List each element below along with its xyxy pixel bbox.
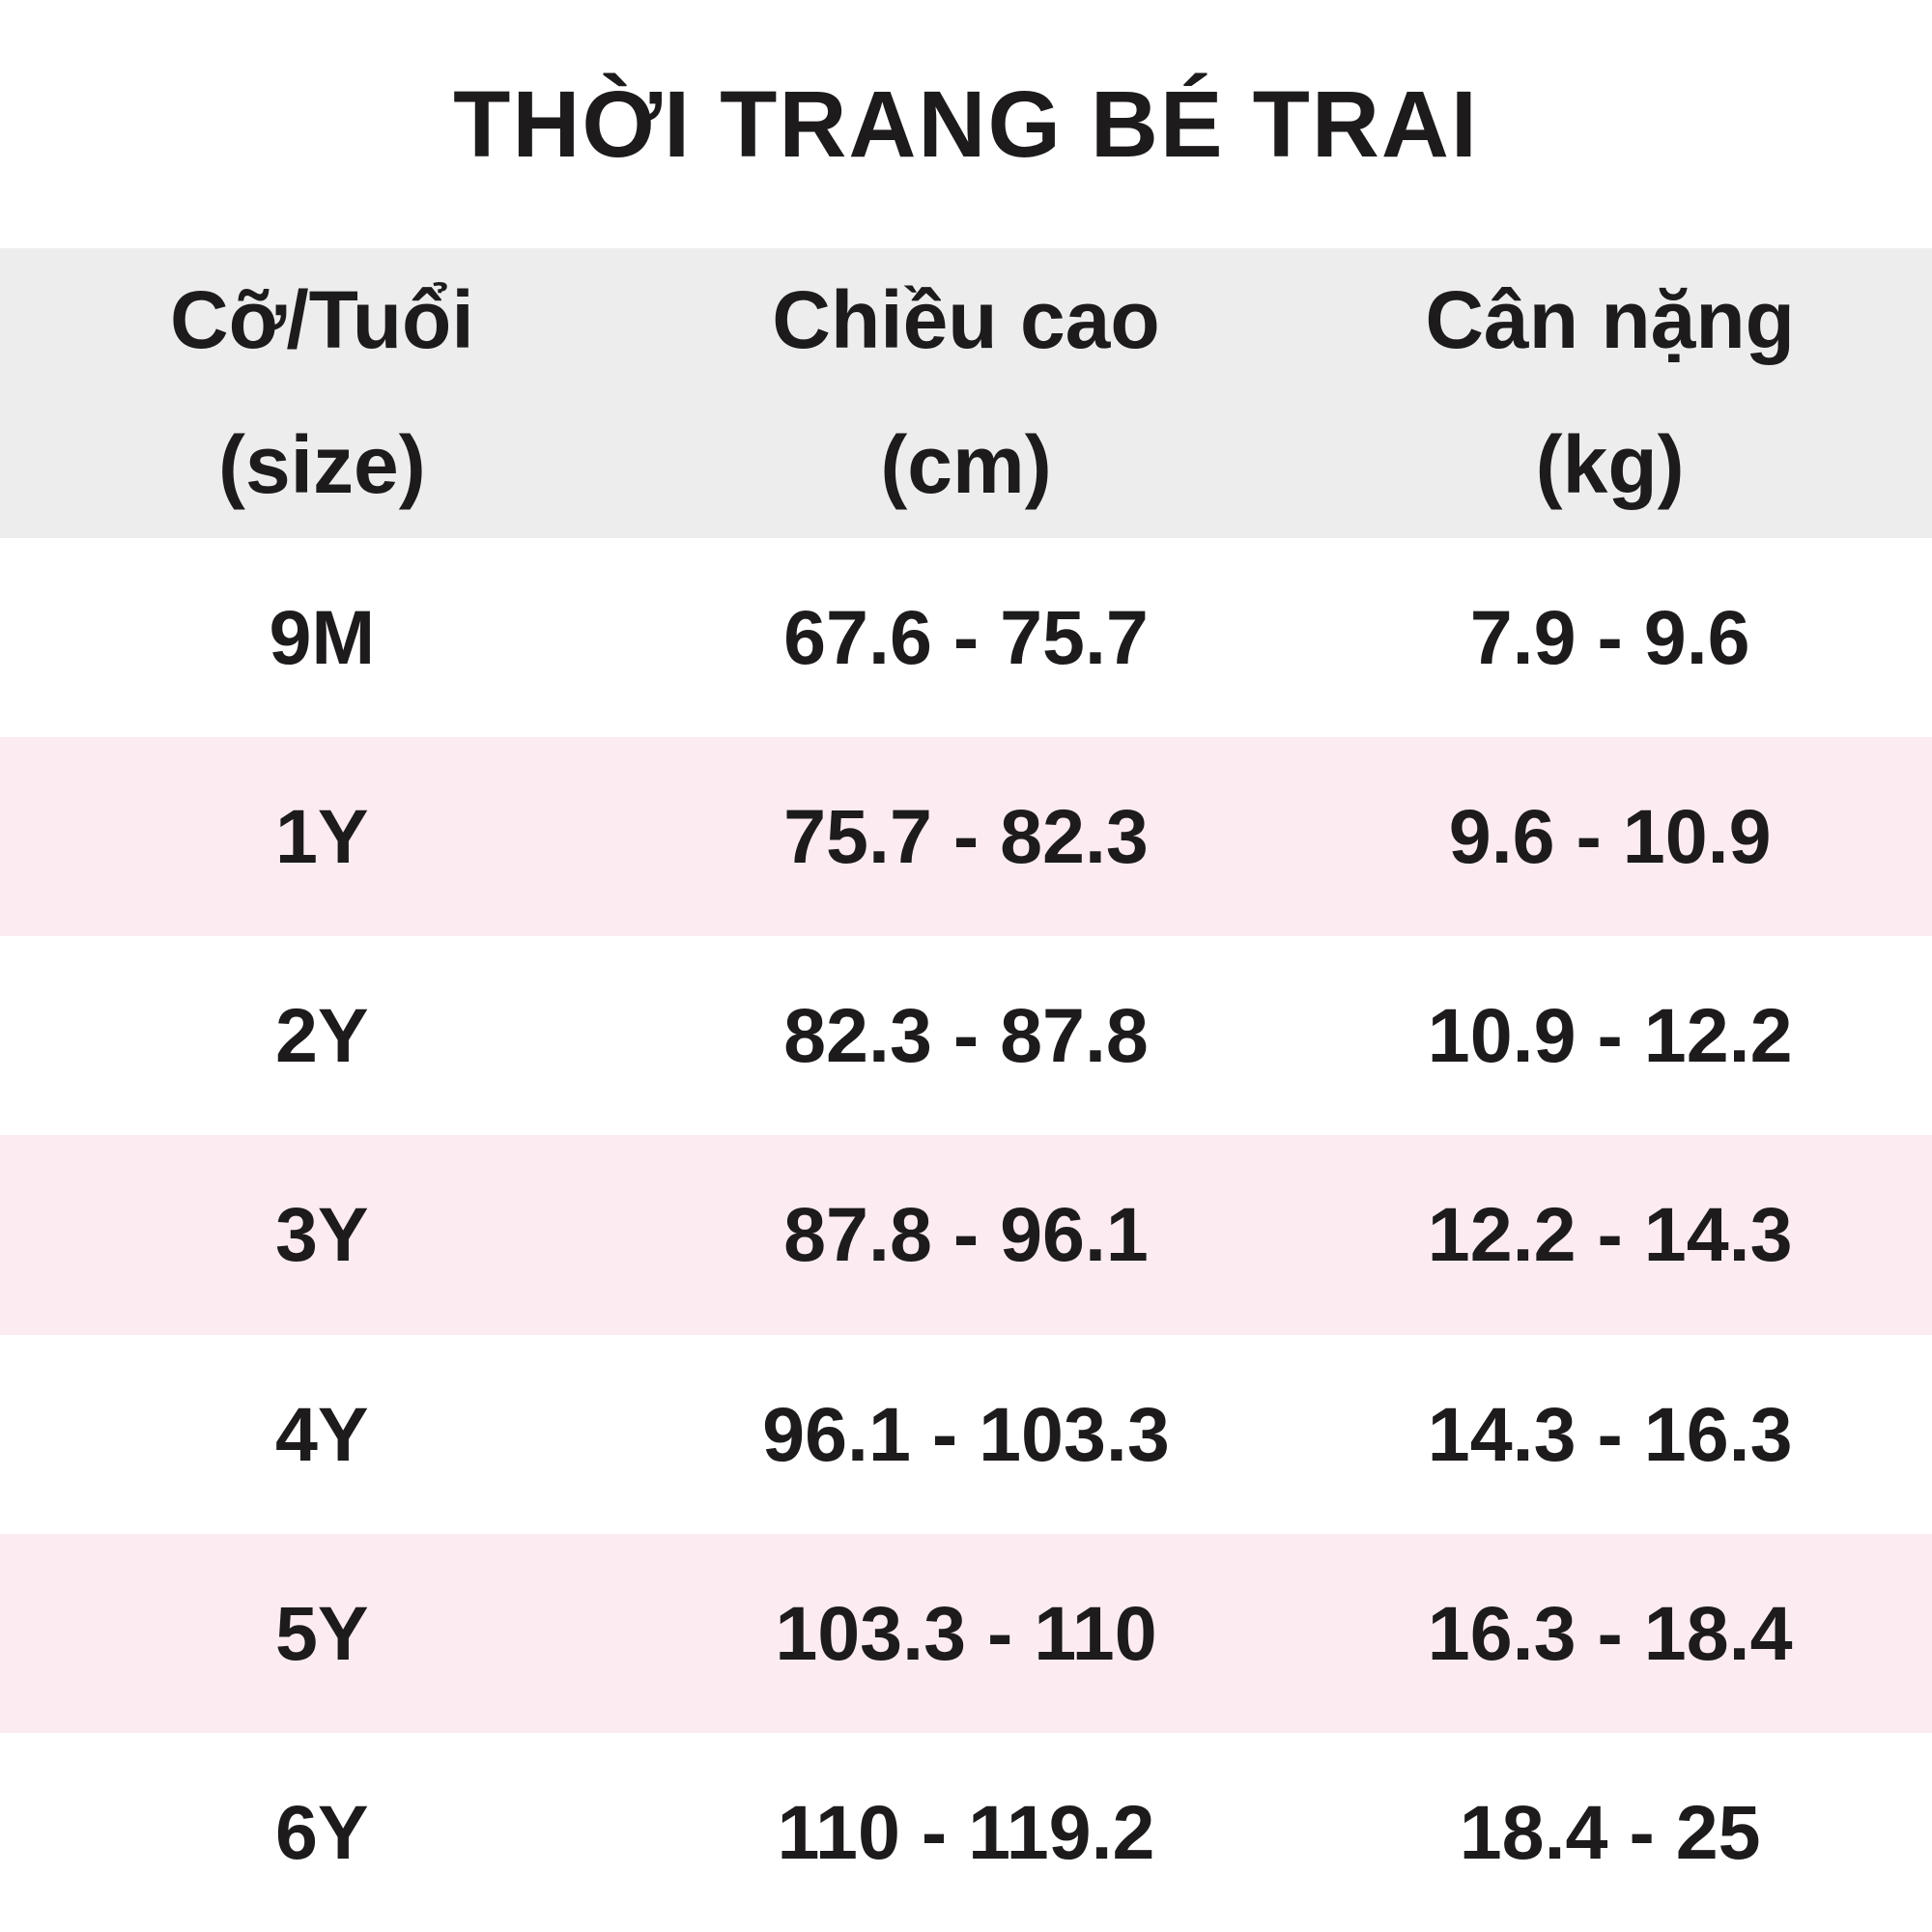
table-header-row: Cỡ/Tuổi (size) Chiều cao (cm) Cân nặng (… — [0, 248, 1932, 538]
table-body: 9M 67.6 - 75.7 7.9 - 9.6 1Y 75.7 - 82.3 9.6 -… — [0, 538, 1932, 1932]
cell-size: 2Y — [275, 992, 369, 1079]
column-header-height-line2: (cm) — [880, 419, 1052, 510]
table-row: 6Y 110 - 119.2 18.4 - 25 — [0, 1732, 1932, 1932]
column-header-size: Cỡ/Tuổi (size) — [0, 248, 644, 538]
table-row: 4Y 96.1 - 103.3 14.3 - 16.3 — [0, 1334, 1932, 1534]
cell-size: 6Y — [275, 1788, 369, 1875]
cell-height: 75.7 - 82.3 — [783, 793, 1149, 880]
cell-height: 87.8 - 96.1 — [783, 1191, 1149, 1278]
column-header-weight-line2: (kg) — [1535, 419, 1685, 510]
table-row: 9M 67.6 - 75.7 7.9 - 9.6 — [0, 538, 1932, 738]
column-header-size-line2: (size) — [217, 419, 426, 510]
table-row: 2Y 82.3 - 87.8 10.9 - 12.2 — [0, 936, 1932, 1136]
table-row: 3Y 87.8 - 96.1 12.2 - 14.3 — [0, 1135, 1932, 1335]
column-header-height: Chiều cao (cm) — [644, 248, 1289, 538]
column-header-size-line1: Cỡ/Tuổi — [169, 274, 474, 366]
cell-height: 110 - 119.2 — [777, 1788, 1155, 1875]
cell-size: 4Y — [275, 1390, 369, 1477]
cell-weight: 10.9 - 12.2 — [1427, 992, 1793, 1079]
cell-size: 9M — [269, 594, 376, 681]
cell-size: 1Y — [275, 793, 369, 880]
column-header-weight: Cân nặng (kg) — [1288, 248, 1932, 538]
column-header-height-line1: Chiều cao — [772, 274, 1160, 366]
cell-height: 67.6 - 75.7 — [783, 594, 1149, 681]
title-band: THỜI TRANG BÉ TRAI — [0, 0, 1932, 248]
cell-size: 3Y — [275, 1191, 369, 1278]
table-row: 1Y 75.7 - 82.3 9.6 - 10.9 — [0, 737, 1932, 937]
table-row: 5Y 103.3 - 110 16.3 - 18.4 — [0, 1533, 1932, 1733]
column-header-weight-line1: Cân nặng — [1425, 274, 1795, 366]
cell-size: 5Y — [275, 1589, 369, 1676]
cell-weight: 16.3 - 18.4 — [1427, 1589, 1793, 1676]
cell-height: 82.3 - 87.8 — [783, 992, 1149, 1079]
cell-height: 103.3 - 110 — [775, 1589, 1157, 1676]
page-title: THỜI TRANG BÉ TRAI — [453, 71, 1479, 177]
size-table: Cỡ/Tuổi (size) Chiều cao (cm) Cân nặng (… — [0, 248, 1932, 1932]
cell-weight: 18.4 - 25 — [1459, 1788, 1761, 1875]
cell-weight: 9.6 - 10.9 — [1448, 793, 1772, 880]
cell-weight: 14.3 - 16.3 — [1427, 1390, 1793, 1477]
cell-weight: 7.9 - 9.6 — [1469, 594, 1750, 681]
cell-weight: 12.2 - 14.3 — [1427, 1191, 1793, 1278]
cell-height: 96.1 - 103.3 — [762, 1390, 1170, 1477]
